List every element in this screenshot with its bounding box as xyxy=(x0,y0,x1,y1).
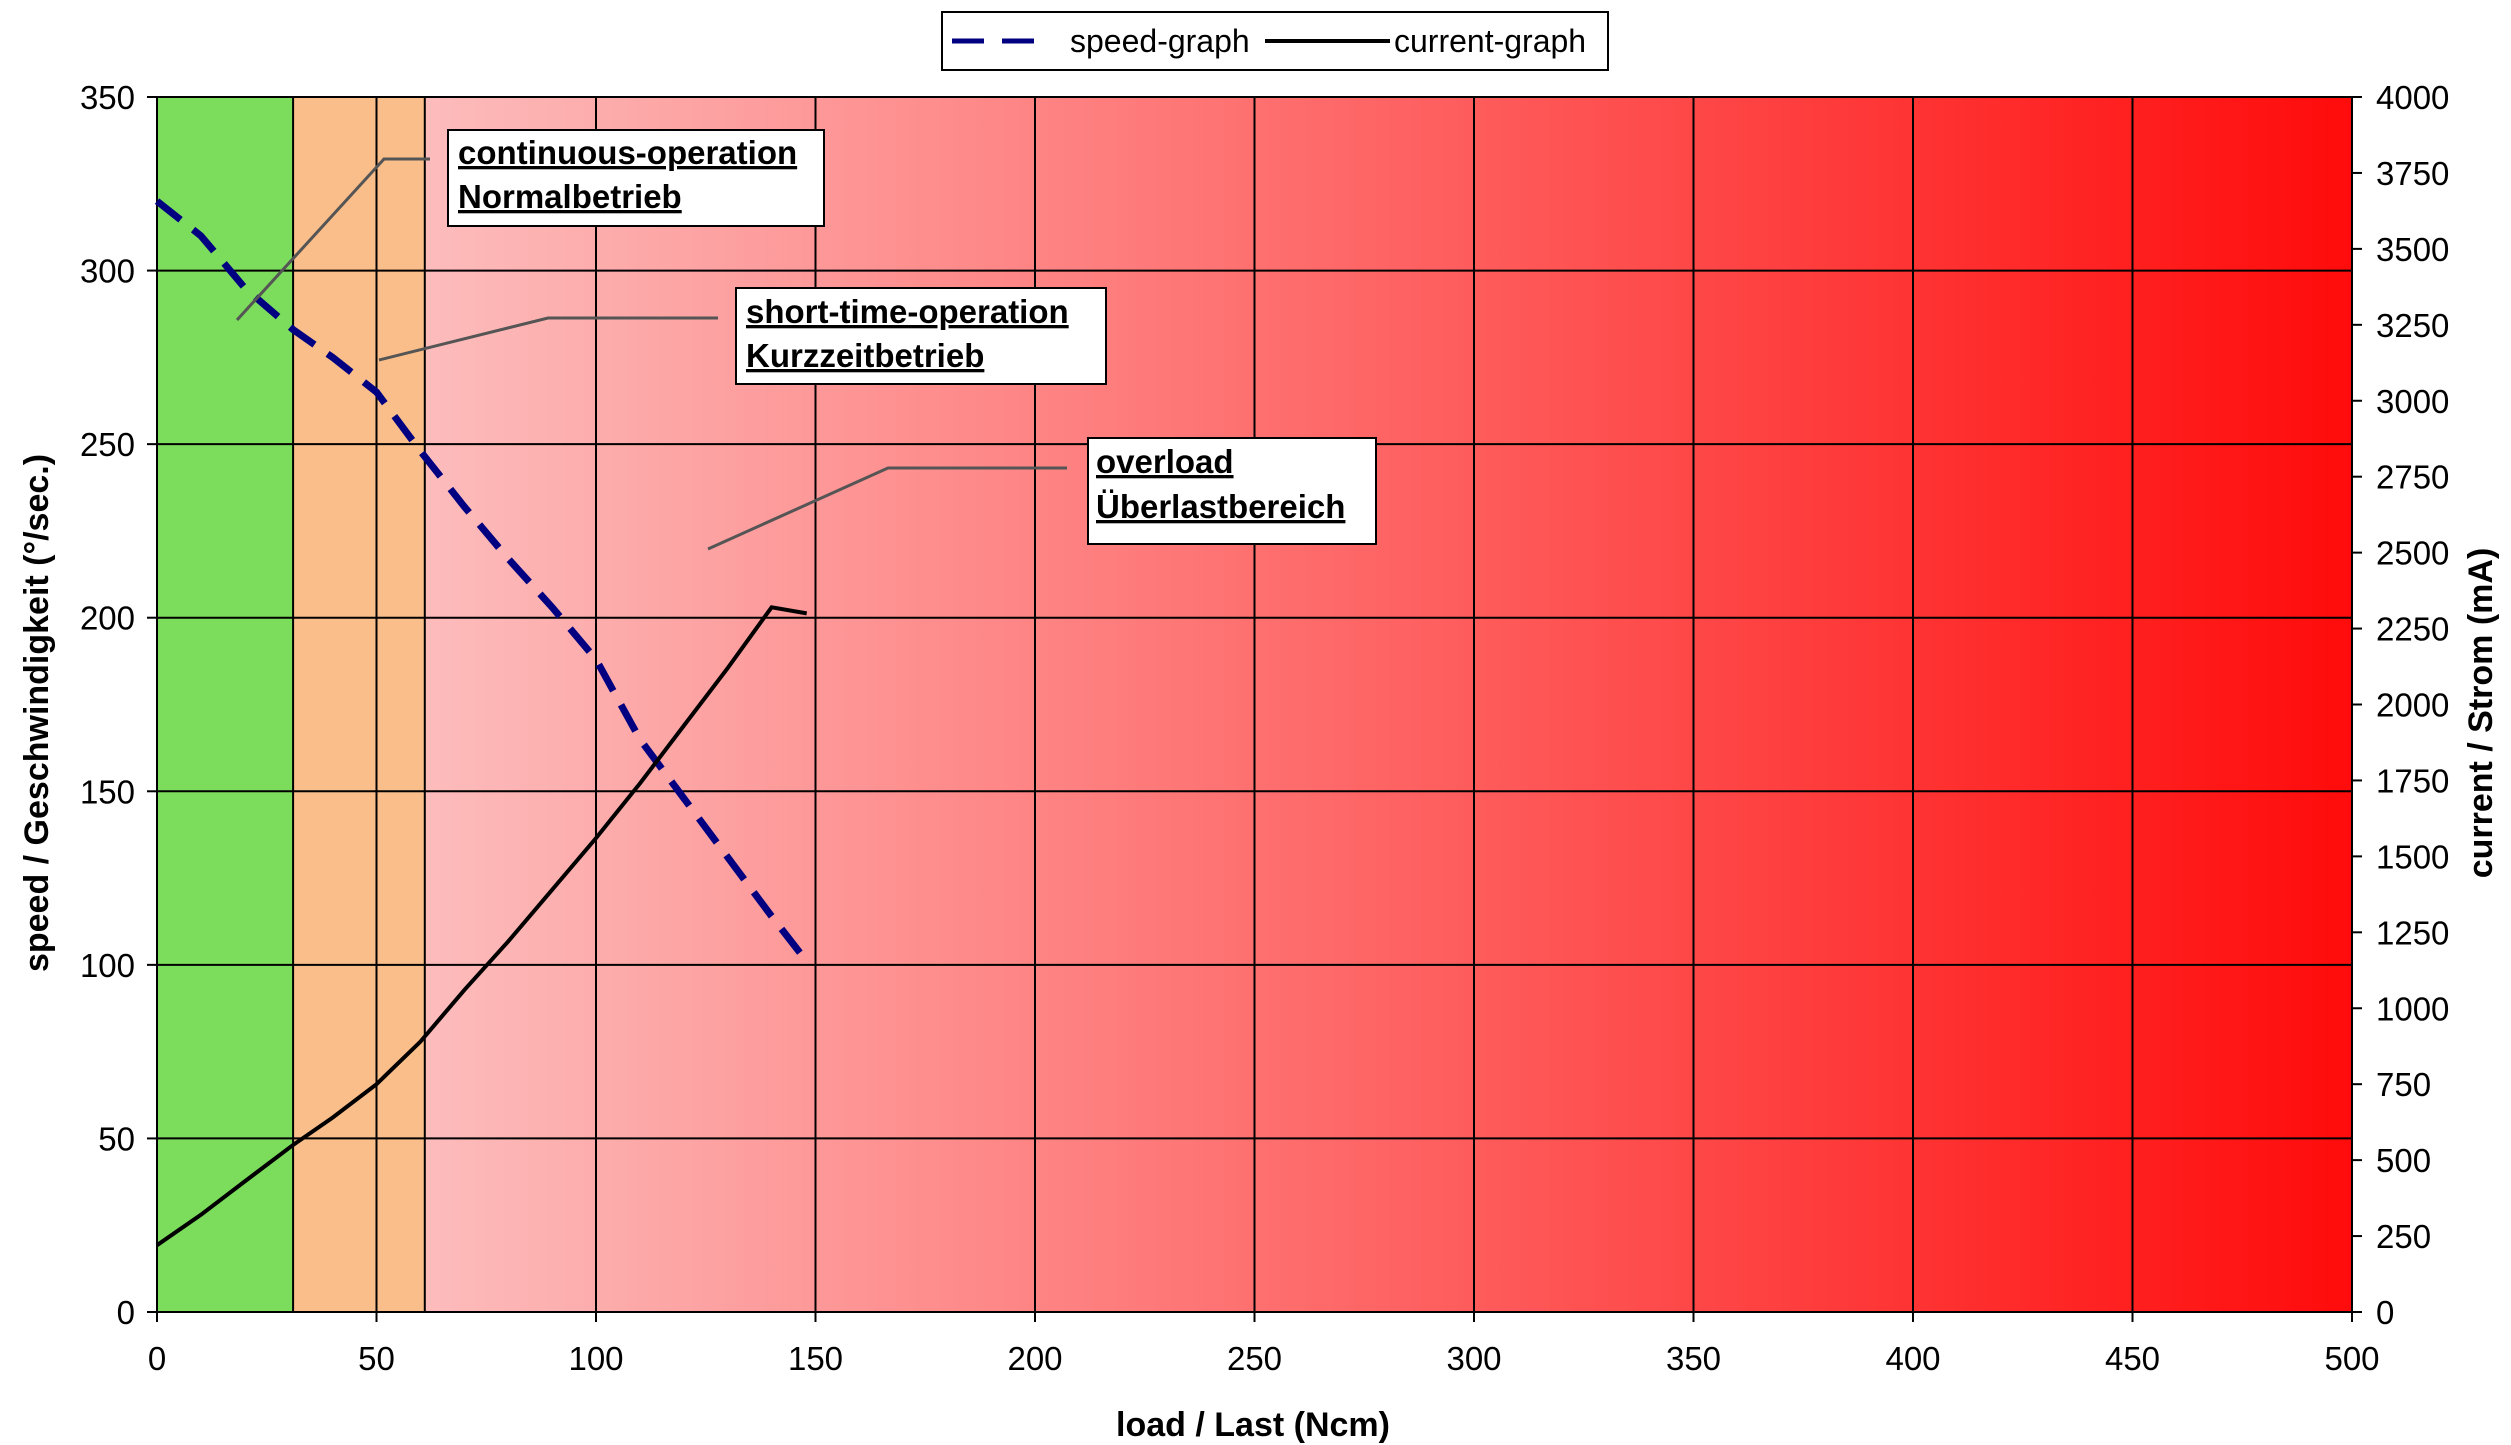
x-tick-label: 100 xyxy=(568,1340,623,1377)
short-time-operation-zone xyxy=(293,97,425,1312)
overload-callout-line1: overload xyxy=(1096,443,1234,480)
y2-axis-title: current / Strom (mA) xyxy=(2462,548,2500,879)
short-time-callout-line1: short-time-operation xyxy=(746,293,1069,330)
x-tick-label: 350 xyxy=(1666,1340,1721,1377)
x-tick-label: 400 xyxy=(1885,1340,1940,1377)
overload-callout: overload Überlastbereich xyxy=(1087,437,1377,545)
y2-tick-label: 1250 xyxy=(2376,914,2449,951)
y2-tick-label: 3750 xyxy=(2376,155,2449,192)
short-time-callout-line2: Kurzzeitbetrieb xyxy=(746,337,984,374)
x-tick-label: 150 xyxy=(788,1340,843,1377)
x-tick-label: 500 xyxy=(2324,1340,2379,1377)
overload-callout-leader xyxy=(707,466,1067,551)
y2-axis-tick-labels: 0 250 500 750 1000 1250 1500 1750 2000 2250 2500 27… xyxy=(2352,79,2449,1331)
y2-tick-label: 0 xyxy=(2376,1294,2394,1331)
x-tick-label: 200 xyxy=(1007,1340,1062,1377)
legend-speed-label: speed-graph xyxy=(1070,23,1250,59)
y2-tick-label: 2500 xyxy=(2376,535,2449,572)
y2-tick-label: 2250 xyxy=(2376,611,2449,648)
short-time-operation-callout: short-time-operation Kurzzeitbetrieb xyxy=(735,287,1107,385)
y-tick-label: 50 xyxy=(98,1120,135,1157)
y-tick-label: 300 xyxy=(80,253,135,290)
y-tick-label: 200 xyxy=(80,600,135,637)
y2-tick-label: 250 xyxy=(2376,1218,2431,1255)
continuous-callout-line1: continuous-operation xyxy=(458,134,797,171)
continuous-callout-line2: Normalbetrieb xyxy=(458,178,682,215)
overload-zone xyxy=(424,97,2352,1312)
x-tick-label: 300 xyxy=(1446,1340,1501,1377)
legend-current-label: current-graph xyxy=(1394,23,1586,59)
continuous-callout-leader xyxy=(235,157,430,322)
speed-graph-line xyxy=(154,198,810,964)
continuous-operation-zone xyxy=(157,97,294,1312)
x-axis-title: load / Last (Ncm) xyxy=(1116,1406,1390,1444)
y-tick-label: 250 xyxy=(80,426,135,463)
short-time-callout-leader xyxy=(378,316,718,362)
y2-tick-label: 3500 xyxy=(2376,231,2449,268)
y-tick-label: 150 xyxy=(80,773,135,810)
x-axis-tick-labels: 0 50 100 150 200 250 300 350 400 450 500 xyxy=(148,1312,2380,1377)
x-tick-label: 50 xyxy=(358,1340,395,1377)
continuous-operation-callout: continuous-operation Normalbetrieb xyxy=(447,129,825,227)
y-axis-title: speed / Geschwindigkeit (°/sec.) xyxy=(18,454,56,972)
y2-tick-label: 4000 xyxy=(2376,79,2449,116)
x-tick-label: 250 xyxy=(1227,1340,1282,1377)
x-tick-label: 450 xyxy=(2105,1340,2160,1377)
x-tick-label: 0 xyxy=(148,1340,166,1377)
y2-tick-label: 500 xyxy=(2376,1142,2431,1179)
y2-tick-label: 2750 xyxy=(2376,459,2449,496)
y-tick-label: 0 xyxy=(117,1294,135,1331)
y2-tick-label: 3250 xyxy=(2376,307,2449,344)
y-axis-tick-labels: 0 50 100 150 200 250 300 350 xyxy=(80,79,157,1331)
overload-callout-line2: Überlastbereich xyxy=(1096,488,1345,525)
legend: speed-graph current-graph xyxy=(941,11,1609,71)
y2-tick-label: 3000 xyxy=(2376,383,2449,420)
y2-tick-label: 1750 xyxy=(2376,762,2449,799)
y2-tick-label: 2000 xyxy=(2376,687,2449,724)
y2-tick-label: 750 xyxy=(2376,1066,2431,1103)
y2-tick-label: 1500 xyxy=(2376,838,2449,875)
y-tick-label: 350 xyxy=(80,79,135,116)
current-graph-line xyxy=(155,605,808,1247)
y2-tick-label: 1000 xyxy=(2376,990,2449,1027)
y-tick-label: 100 xyxy=(80,947,135,984)
